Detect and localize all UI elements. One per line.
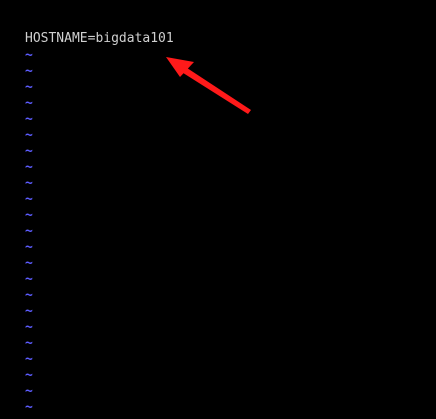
empty-line-tilde: ~ xyxy=(25,64,33,79)
empty-line-tilde: ~ xyxy=(25,304,33,319)
empty-line-tilde: ~ xyxy=(25,208,33,223)
empty-line-tilde: ~ xyxy=(25,128,33,143)
arrow-shaft xyxy=(180,66,251,114)
empty-line-tilde: ~ xyxy=(25,80,33,95)
empty-line-tilde: ~ xyxy=(25,96,33,111)
empty-line-tilde: ~ xyxy=(25,352,33,367)
empty-line-tilde: ~ xyxy=(25,192,33,207)
editor-buffer[interactable]: HOSTNAME=bigdata101 ~ ~ ~ ~ ~ ~ ~ ~ ~ ~ ~ ~ ~ ~ ~ ~ ~ ~ ~ ~… xyxy=(25,30,174,419)
empty-line-tilde: ~ xyxy=(25,144,33,159)
empty-line-tilde: ~ xyxy=(25,336,33,351)
empty-line-tilde: ~ xyxy=(25,160,33,175)
empty-line-tilde: ~ xyxy=(25,368,33,383)
empty-line-tilde: ~ xyxy=(25,240,33,255)
empty-line-tilde: ~ xyxy=(25,384,33,399)
empty-line-tilde: ~ xyxy=(25,416,174,419)
empty-line-tilde: ~ xyxy=(25,256,33,271)
file-line-hostname[interactable]: HOSTNAME=bigdata101 xyxy=(25,31,174,46)
empty-line-tilde: ~ xyxy=(25,288,33,303)
empty-line-tilde: ~ xyxy=(25,320,33,335)
empty-line-markers: ~~~~~~~~~~~~~~~~~~~~~~~~ xyxy=(25,48,174,419)
empty-line-tilde: ~ xyxy=(25,48,33,63)
empty-line-tilde: ~ xyxy=(25,400,33,415)
empty-line-tilde: ~ xyxy=(25,272,33,287)
empty-line-tilde: ~ xyxy=(25,224,33,239)
empty-line-tilde: ~ xyxy=(25,112,33,127)
empty-line-tilde: ~ xyxy=(25,176,33,191)
